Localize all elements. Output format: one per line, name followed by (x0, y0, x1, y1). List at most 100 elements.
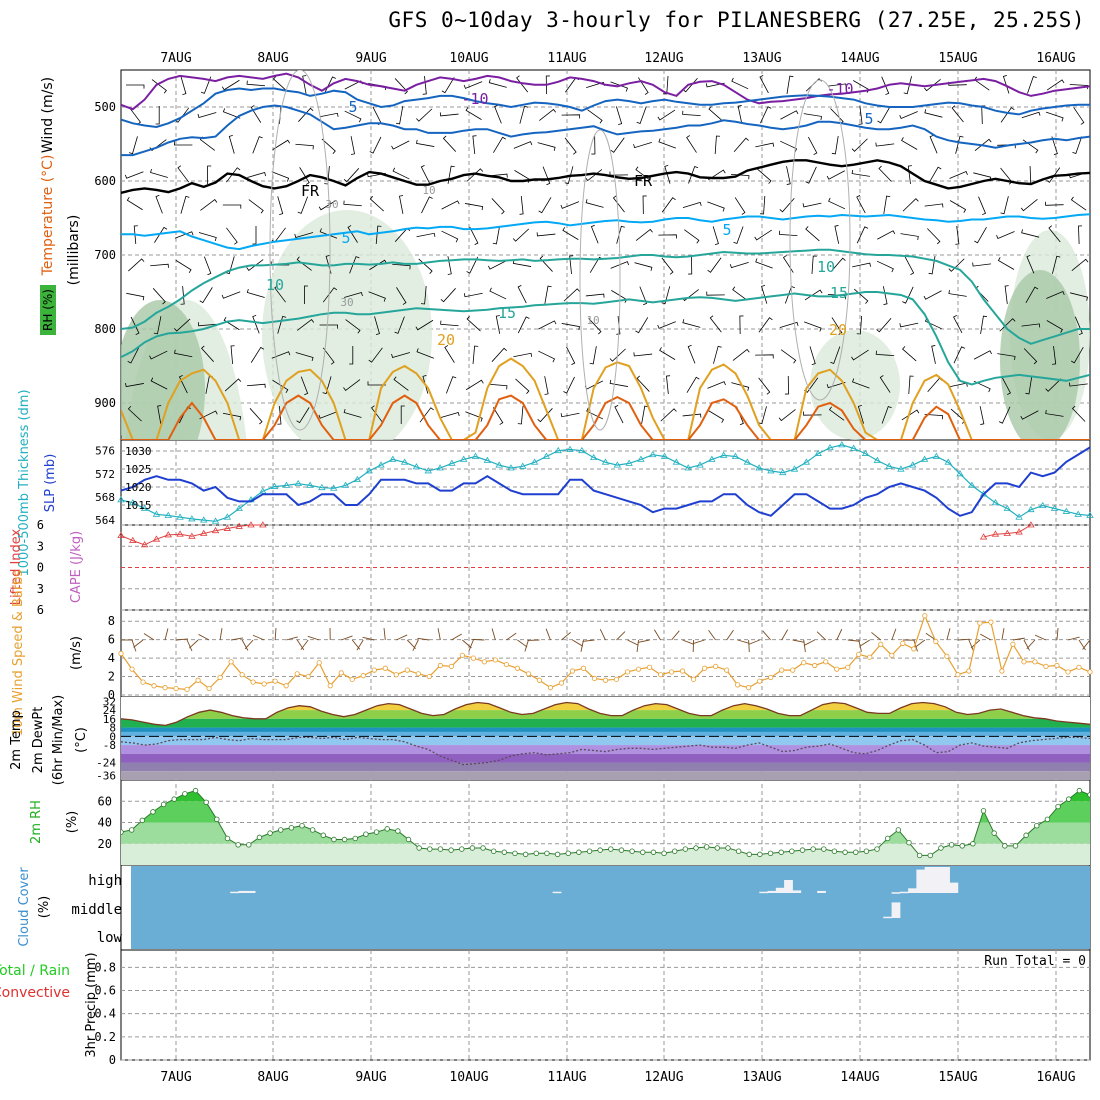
wind-barb (544, 376, 549, 395)
wind-barb (349, 346, 354, 365)
wind-barb (1070, 196, 1087, 211)
rh-marker (821, 846, 827, 852)
wind-barb (1046, 320, 1063, 333)
thickness-marker (578, 446, 586, 454)
cloud-bar-high (784, 880, 793, 893)
wind-marker (393, 672, 399, 678)
wind-barb (1045, 201, 1064, 206)
wind-marker (944, 653, 950, 659)
wind-barb (519, 105, 529, 124)
wind-barb (902, 286, 914, 304)
wind-barb (344, 292, 363, 298)
pressure-tick: 900 (94, 396, 116, 410)
wind-barb (437, 628, 441, 641)
wind-barb (900, 233, 919, 241)
wind-barb (1069, 84, 1089, 90)
contour-FR (121, 159, 1090, 194)
wind-barb (974, 138, 992, 151)
wind-marker (129, 666, 135, 672)
thickness-marker (282, 481, 291, 488)
precip-tick: 0 (109, 1053, 116, 1067)
wind-barb (903, 76, 912, 95)
thickness-marker (968, 481, 976, 488)
wind-barb (304, 285, 308, 304)
axis-labels: 7AUG 7AUG 8AUG 8AUG 9AUG 9AUG 10AUG 10AUG 11AUG 1… (0, 51, 1086, 1085)
wind-barb (857, 404, 865, 424)
wind-barb (758, 377, 771, 395)
wind-barb (204, 256, 212, 276)
wind-barb (469, 226, 479, 246)
wind-barb (321, 138, 336, 154)
wind-barb (1025, 376, 1033, 395)
cloud-bar-high (775, 887, 785, 893)
axis-title: 1000-500mb Thickness (dm) (17, 389, 32, 576)
rh-marker (980, 808, 987, 814)
wind-barb (633, 352, 653, 357)
rh-marker (246, 842, 252, 848)
wind-barb (975, 285, 989, 302)
lifted-marker (1027, 521, 1035, 528)
wind-marker (878, 641, 884, 647)
contour-label: 10 (422, 184, 435, 197)
thickness-marker (117, 496, 125, 503)
rh-marker (267, 830, 273, 836)
wind-barb (641, 405, 649, 424)
thickness-marker (448, 459, 456, 466)
wind-marker (294, 671, 300, 677)
contour-5 (121, 213, 1090, 251)
contour-label: 15 (830, 284, 848, 302)
wind-barb (318, 199, 337, 211)
rh-marker (256, 834, 263, 841)
rh-marker (895, 827, 902, 833)
wind-marker (999, 668, 1005, 674)
wind-barb (856, 315, 863, 335)
date-label-top: 7AUG (160, 51, 191, 66)
legend-convective: Convective (0, 985, 70, 1001)
wind-barb (802, 202, 822, 208)
wind-barb (252, 226, 257, 245)
wind-barb (296, 319, 315, 331)
thickness-marker (412, 463, 421, 470)
rh-shading (810, 330, 900, 440)
wind-barb (130, 316, 140, 336)
wind-barb (1056, 628, 1059, 641)
thickness-tick: 568 (95, 491, 115, 504)
wind-barb (914, 639, 926, 648)
wind-barb (152, 288, 166, 305)
rh-marker (1012, 843, 1019, 849)
wind-marker (217, 674, 223, 681)
thickness-marker (424, 467, 432, 474)
wind-barb (517, 639, 528, 648)
cloud-bar-high (924, 867, 934, 893)
wind-marker (239, 672, 245, 678)
wind-barb (876, 317, 892, 333)
wind-barb (759, 195, 766, 215)
data-layers (117, 70, 1094, 949)
wind-barb (851, 349, 869, 361)
rh-marker (672, 848, 678, 854)
wind-barb (712, 226, 719, 246)
axis-title: Cloud Cover (17, 867, 32, 947)
contour-label: 5 (341, 229, 350, 247)
thickness-marker (542, 452, 551, 459)
temp-band (121, 753, 1090, 763)
wind-marker (569, 668, 576, 674)
wind-barb (248, 199, 264, 214)
wind-barb (537, 142, 556, 151)
wind-barb (221, 79, 240, 91)
axis-title: (millibars) (66, 215, 82, 286)
wind-barb (901, 137, 918, 150)
thickness-tick: 564 (95, 514, 115, 527)
rh-marker (490, 848, 497, 854)
thickness-marker (377, 461, 385, 468)
thickness-marker (767, 467, 775, 474)
wind-barb (274, 285, 286, 303)
wind-barb (572, 639, 583, 647)
wind-barb (417, 637, 430, 641)
wind-barb (759, 75, 769, 94)
wind-barb (180, 195, 190, 214)
wind-barb (902, 198, 919, 212)
wind-barb (1069, 292, 1089, 301)
wind-barb (1021, 229, 1040, 238)
temp-band (121, 731, 1090, 737)
